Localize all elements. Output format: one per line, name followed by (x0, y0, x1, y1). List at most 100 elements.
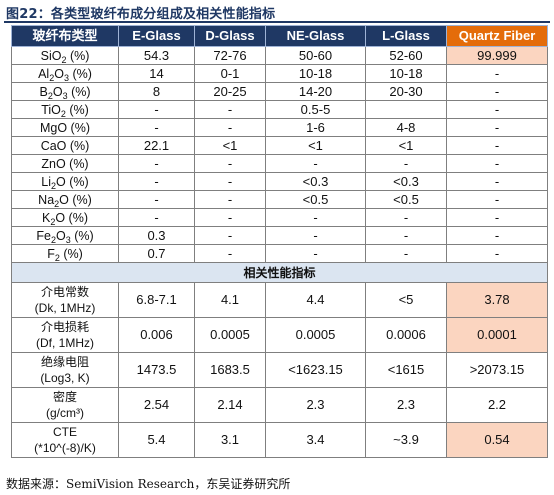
composition-row: SiO2 (%) 54.3 72-76 50-60 52-60 99.999 (11, 46, 548, 65)
table-cell: - (194, 118, 266, 137)
table-cell: - (265, 208, 366, 227)
label-text: (%) (70, 228, 94, 243)
table-cell: - (194, 154, 266, 173)
table-cell: 0.0005 (265, 317, 366, 353)
table-cell: - (446, 118, 548, 137)
component-label: Fe2O3 (%) (11, 226, 119, 245)
component-label: Li2O (%) (11, 172, 119, 191)
label-text: O (55, 228, 66, 243)
table-cell: - (446, 136, 548, 155)
label-text: (%) (65, 102, 89, 117)
metric-unit: (g/cm³) (46, 406, 84, 420)
metric-name: 介电损耗 (40, 320, 89, 334)
metric-label: 密度 (g/cm³) (11, 387, 119, 423)
table-cell: <0.3 (265, 172, 366, 191)
label-subscript: 2 (50, 216, 56, 227)
composition-row: Li2O (%) - - <0.3 <0.3- (11, 172, 548, 191)
table-cell: 4-8 (365, 118, 447, 137)
table-cell: 5.4 (118, 422, 195, 458)
label-text: ZnO (%) (41, 156, 89, 171)
section-label: 相关性能指标 (11, 262, 548, 283)
table-cell: 4.4 (265, 282, 366, 318)
table-cell: <1 (365, 136, 447, 155)
label-subscript: 2 (54, 252, 60, 263)
metric-label: 介电常数 (Dk, 1MHz) (11, 282, 119, 318)
label-text: (%) (66, 48, 90, 63)
label-text: B (39, 84, 48, 99)
metric-label: 绝缘电阻 (Log3, K) (11, 352, 119, 388)
table-cell: 3.1 (194, 422, 266, 458)
table-cell: ~3.9 (365, 422, 447, 458)
table-cell: 0.006 (118, 317, 195, 353)
table-cell: >2073.15 (446, 352, 548, 388)
metric-unit: (Dk, 1MHz) (34, 301, 96, 315)
table-cell: 3.78 (446, 282, 548, 318)
table-cell: 0.54 (446, 422, 548, 458)
label-text: (%) (68, 66, 92, 81)
table-cell: - (118, 190, 195, 209)
header-quartz-fiber: Quartz Fiber (446, 25, 548, 47)
metric-name: CTE (53, 425, 77, 439)
performance-row: 介电常数 (Dk, 1MHz) 6.8-7.1 4.1 4.4 <5 3.78 (11, 282, 548, 318)
component-label: B2O3 (%) (11, 82, 119, 101)
header-l-glass: L-Glass (365, 25, 447, 47)
table-cell: 1683.5 (194, 352, 266, 388)
header-ne-glass: NE-Glass (265, 25, 366, 47)
header-d-glass: D-Glass (194, 25, 266, 47)
table-cell: - (365, 208, 447, 227)
table-cell: 22.1 (118, 136, 195, 155)
component-label: Al2O3 (%) (11, 64, 119, 83)
metric-label: 介电损耗 (Df, 1MHz) (11, 317, 119, 353)
label-subscript: 3 (65, 234, 71, 245)
table-cell: 1-6 (265, 118, 366, 137)
table-cell: - (194, 208, 266, 227)
table-cell: - (265, 226, 366, 245)
table-cell: 10-18 (365, 64, 447, 83)
composition-row: Al2O3 (%) 14 0-1 10-18 10-18- (11, 64, 548, 83)
label-subscript: 3 (62, 90, 68, 101)
label-text: Li (41, 174, 52, 189)
label-text: Al (38, 66, 50, 81)
table-cell: - (446, 190, 548, 209)
composition-row: MgO (%) - -1-6 4-8- (11, 118, 548, 137)
table-cell: - (365, 244, 447, 263)
label-text: O (%) (59, 192, 92, 207)
label-subscript: 2 (50, 234, 56, 245)
table-cell: 14-20 (265, 82, 366, 101)
label-text: Fe (36, 228, 51, 243)
label-text: SiO (40, 48, 62, 63)
label-text: MgO (%) (40, 120, 90, 135)
table-cell: 3.4 (265, 422, 366, 458)
label-subscript: 2 (47, 90, 53, 101)
table-cell: <0.5 (365, 190, 447, 209)
table-cell: 0.0001 (446, 317, 548, 353)
table-cell: - (446, 226, 548, 245)
table-cell: 14 (118, 64, 195, 83)
table-cell: 8 (118, 82, 195, 101)
table-header-row: 玻纤布类型 E-Glass D-Glass NE-Glass L-Glass Q… (11, 25, 548, 47)
metric-unit: (Log3, K) (40, 371, 90, 385)
table-cell: 0-1 (194, 64, 266, 83)
component-label: ZnO (%) (11, 154, 119, 173)
performance-row: CTE (*10^(-8)/K) 5.4 3.1 3.4 ~3.9 0.54 (11, 422, 548, 458)
table-cell: - (118, 172, 195, 191)
table-cell: 0.0005 (194, 317, 266, 353)
table-cell: 2.14 (194, 387, 266, 423)
label-text: O (%) (56, 174, 89, 189)
label-text: CaO (%) (40, 138, 90, 153)
table-cell: 20-30 (365, 82, 447, 101)
table-cell (365, 100, 447, 119)
table-cell: - (118, 100, 195, 119)
label-subscript: 2 (49, 72, 55, 83)
composition-row: ZnO (%) - - - - - (11, 154, 548, 173)
table-cell: - (194, 244, 266, 263)
table-cell: <0.5 (265, 190, 366, 209)
composition-row: K2O (%) - - - - - (11, 208, 548, 227)
label-text: (%) (67, 84, 91, 99)
table-cell: - (194, 226, 266, 245)
performance-row: 密度 (g/cm³) 2.54 2.14 2.3 2.3 2.2 (11, 387, 548, 423)
table-cell: - (446, 154, 548, 173)
table-cell: <0.3 (365, 172, 447, 191)
label-subscript: 3 (63, 72, 69, 83)
metric-unit: (*10^(-8)/K) (34, 441, 96, 455)
